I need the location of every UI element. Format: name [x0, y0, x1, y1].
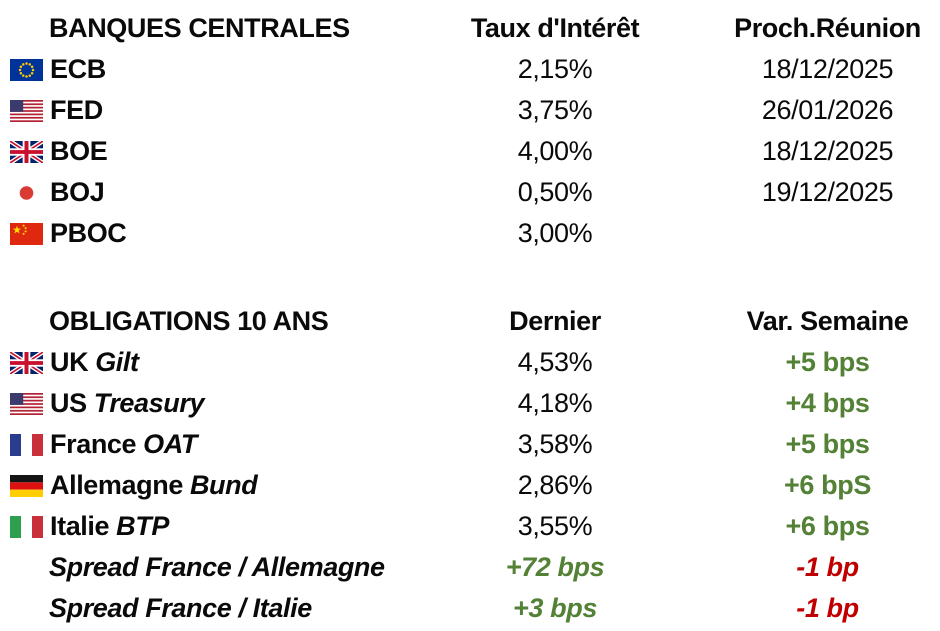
- bond-instrument: Treasury: [93, 388, 205, 418]
- table-row-uk-gilt: UK Gilt 4,53% +5 bps: [0, 342, 940, 383]
- bond-instrument: Bund: [189, 470, 258, 500]
- bond-country: UK: [50, 347, 89, 377]
- table-row-spread-france-italie: Spread France / Italie +3 bps -1 bp: [0, 588, 940, 629]
- uk-flag-icon: [10, 352, 43, 374]
- bank-label: BOJ: [50, 177, 105, 207]
- central-banks-header-row: BANQUES CENTRALES Taux d'Intérêt Proch.R…: [0, 8, 940, 49]
- rate-value: 3,00%: [517, 218, 593, 248]
- bank-label: PBOC: [50, 218, 127, 248]
- rate-value: 4,00%: [517, 136, 593, 166]
- france-flag-icon: [10, 433, 43, 456]
- column-header-last: Dernier: [509, 306, 601, 336]
- us-flag-icon: [10, 392, 43, 415]
- bond-country: France: [50, 429, 137, 459]
- bank-label: BOE: [50, 136, 108, 166]
- week-change-value: -1 bp: [796, 593, 859, 623]
- china-flag-icon: [10, 222, 43, 245]
- section-title-bonds: OBLIGATIONS 10 ANS: [49, 306, 329, 336]
- table-row-pboc: PBOC 3,00%: [0, 213, 940, 254]
- yield-value: 3,58%: [517, 429, 593, 459]
- yield-value: 2,86%: [517, 470, 593, 500]
- spread-value: +3 bps: [513, 593, 597, 623]
- meeting-date: 18/12/2025: [761, 54, 894, 84]
- bond-country: Allemagne: [50, 470, 183, 500]
- germany-flag-icon: [10, 474, 43, 497]
- meeting-date: 26/01/2026: [761, 95, 894, 125]
- bank-label: FED: [50, 95, 103, 125]
- rate-value: 2,15%: [517, 54, 593, 84]
- week-change-value: +4 bps: [785, 388, 870, 418]
- yield-value: 3,55%: [517, 511, 593, 541]
- table-row-boe: BOE 4,00% 18/12/2025: [0, 131, 940, 172]
- bond-instrument: Gilt: [95, 347, 139, 377]
- table-row-germany-bund: Allemagne Bund 2,86% +6 bpS: [0, 465, 940, 506]
- section-title-central-banks: BANQUES CENTRALES: [49, 13, 350, 43]
- rate-value: 3,75%: [517, 95, 593, 125]
- week-change-value: +5 bps: [785, 347, 870, 377]
- table-row-ecb: ECB 2,15% 18/12/2025: [0, 49, 940, 90]
- spread-label: Spread France / Italie: [49, 593, 312, 623]
- bond-country: US: [50, 388, 87, 418]
- table-row-fed: FED 3,75% 26/01/2026: [0, 90, 940, 131]
- yield-value: 4,18%: [517, 388, 593, 418]
- meeting-date: 19/12/2025: [761, 177, 894, 207]
- bank-label: ECB: [50, 54, 106, 84]
- spread-value: +72 bps: [505, 552, 605, 582]
- eu-flag-icon: [10, 58, 43, 81]
- bond-instrument: BTP: [116, 511, 169, 541]
- section-gap: [0, 254, 940, 301]
- column-header-next-meeting: Proch.Réunion: [734, 13, 921, 43]
- table-row-france-oat: France OAT 3,58% +5 bps: [0, 424, 940, 465]
- table-row-boj: BOJ 0,50% 19/12/2025: [0, 172, 940, 213]
- bond-instrument: OAT: [143, 429, 197, 459]
- us-flag-icon: [10, 99, 43, 122]
- week-change-value: -1 bp: [796, 552, 859, 582]
- week-change-value: +5 bps: [785, 429, 870, 459]
- week-change-value: +6 bpS: [784, 470, 871, 500]
- column-header-rate: Taux d'Intérêt: [470, 13, 640, 43]
- table-row-us-treasury: US Treasury 4,18% +4 bps: [0, 383, 940, 424]
- meeting-date: 18/12/2025: [761, 136, 894, 166]
- yield-value: 4,53%: [517, 347, 593, 377]
- column-header-week-change: Var. Semaine: [746, 306, 909, 336]
- table-row-italy-btp: Italie BTP 3,55% +6 bps: [0, 506, 940, 547]
- spread-label: Spread France / Allemagne: [49, 552, 385, 582]
- italy-flag-icon: [10, 515, 43, 538]
- rate-value: 0,50%: [517, 177, 593, 207]
- table-row-spread-france-allemagne: Spread France / Allemagne +72 bps -1 bp: [0, 547, 940, 588]
- bond-country: Italie: [50, 511, 110, 541]
- uk-flag-icon: [10, 141, 43, 163]
- japan-flag-icon: [10, 181, 43, 204]
- bonds-header-row: OBLIGATIONS 10 ANS Dernier Var. Semaine: [0, 301, 940, 342]
- week-change-value: +6 bps: [785, 511, 870, 541]
